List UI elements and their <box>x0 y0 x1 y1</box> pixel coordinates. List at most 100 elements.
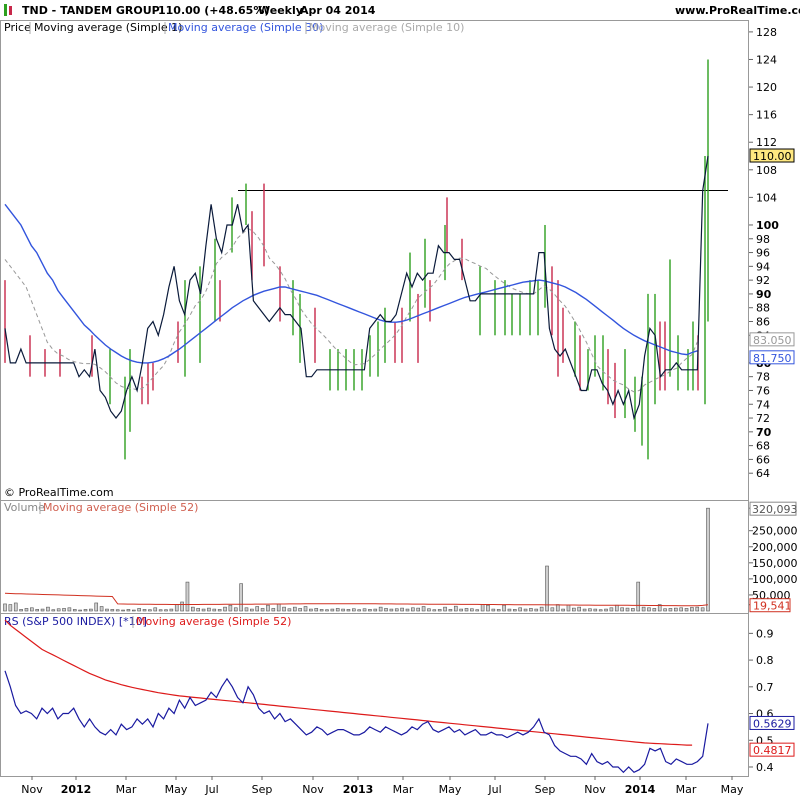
legend-volume: Volume <box>4 501 45 514</box>
volume-bar <box>292 606 297 612</box>
volume-bar <box>110 609 115 612</box>
volume-bar <box>486 604 490 612</box>
volume-bar <box>115 609 120 612</box>
volume-bar <box>400 607 404 612</box>
ma30-line <box>4 203 698 364</box>
volume-bar <box>13 602 18 612</box>
rs-tick-label: 0.9 <box>756 627 774 640</box>
volume-bar <box>480 604 485 612</box>
volume-bar <box>153 607 158 612</box>
rs-series <box>4 619 709 774</box>
copyright-label: © ProRealTime.com <box>4 486 114 499</box>
volume-bar <box>443 606 447 612</box>
x-tick-label: Mar <box>393 783 414 796</box>
price-tick-label: 98 <box>756 233 770 246</box>
price-tick-label: 128 <box>756 26 777 39</box>
volume-bar <box>335 608 340 612</box>
volume-bar <box>598 609 603 612</box>
volume-bar <box>51 609 56 612</box>
price-tick-label: 94 <box>756 260 770 273</box>
volume-bar <box>614 604 619 612</box>
price-panel-frame <box>0 20 749 501</box>
price-tick-label: 70 <box>756 426 772 439</box>
rs-tick-label: 0.4 <box>756 761 774 774</box>
last-rs-ma-tag: 0.4817 <box>753 744 792 757</box>
volume-tick-label: 19,541 <box>753 600 792 613</box>
volume-bar <box>325 609 329 612</box>
volume-bar <box>652 608 657 612</box>
volume-series <box>3 507 710 612</box>
last-price-tag-box <box>749 148 795 163</box>
volume-bar <box>588 608 592 612</box>
legend-ma1: Moving average (Simple 1) <box>34 21 182 34</box>
volume-bar <box>239 583 243 612</box>
volume-bar <box>625 607 630 612</box>
last-ma30-tag: 81.750 <box>753 352 792 365</box>
volume-bar <box>8 604 13 612</box>
price-legend: Price Moving average (Simple 1) Moving a… <box>4 21 464 34</box>
volume-bar <box>250 608 254 612</box>
price-tick-label: 86 <box>756 316 770 329</box>
volume-bar <box>362 608 367 612</box>
volume-bar <box>437 609 442 612</box>
volume-bar <box>56 608 61 612</box>
price-tick-label: 116 <box>756 109 777 122</box>
volume-ma-line <box>4 592 709 607</box>
legend-volume-ma: Moving average (Simple 52) <box>43 501 198 514</box>
volume-bar <box>609 607 614 612</box>
volume-bar <box>416 607 421 612</box>
last-ma10-tag-box <box>749 332 795 347</box>
volume-bar <box>233 607 238 612</box>
legend-ma10: Moving average (Simple 10) <box>309 21 464 34</box>
volume-bar <box>432 609 437 612</box>
volume-bar <box>593 608 598 612</box>
volume-bar <box>496 609 501 612</box>
volume-bar <box>663 608 667 612</box>
volume-bar <box>555 604 560 612</box>
last-ma10-tag: 83.050 <box>753 334 792 347</box>
last-volume-ma-box <box>749 598 791 613</box>
volume-bar <box>62 608 66 612</box>
x-tick-label: Jul <box>204 783 218 796</box>
volume-bar <box>228 604 233 612</box>
volume-bar <box>30 607 34 612</box>
price-tick-label: 64 <box>756 467 770 480</box>
volume-bar <box>539 606 544 612</box>
volume-bar <box>121 609 125 612</box>
price-tick-label: 90 <box>756 288 772 301</box>
volume-bar <box>631 608 635 612</box>
x-tick-label: 2013 <box>343 783 374 796</box>
x-tick-label: Jul <box>487 783 501 796</box>
volume-bar <box>566 604 571 612</box>
volume-bar <box>174 604 179 612</box>
price-tick-label: 108 <box>756 164 777 177</box>
volume-bar <box>244 607 249 612</box>
header: TND - TANDEM GROUP 110.00 (+48.65%) Week… <box>0 0 800 20</box>
last-ma30-tag-box <box>749 350 795 365</box>
volume-bar <box>647 607 651 612</box>
legend-price: Price <box>4 21 31 34</box>
volume-bar <box>674 607 678 612</box>
legend-rs-ma: Moving average (Simple 52) <box>136 615 291 628</box>
volume-bar <box>421 606 426 612</box>
rs-panel-frame <box>0 613 749 777</box>
volume-bar <box>513 609 517 612</box>
volume-bar <box>604 608 608 612</box>
volume-bar <box>529 608 533 612</box>
legend-rs: RS (S&P 500 INDEX) [*10] <box>4 615 147 628</box>
volume-bar <box>684 608 689 612</box>
last-rs-box <box>749 715 795 730</box>
rs-tick-label: 0.7 <box>756 681 774 694</box>
volume-bar <box>67 607 72 612</box>
rs-legend: RS (S&P 500 INDEX) [*10] Moving average … <box>4 615 291 628</box>
volume-bar <box>287 608 292 612</box>
volume-bar <box>507 608 512 612</box>
volume-tick-label: 100,000 <box>752 573 798 586</box>
volume-bar <box>394 608 399 612</box>
price-tick-label: 100 <box>756 219 779 232</box>
volume-bar <box>105 608 109 612</box>
volume-bar <box>523 608 528 612</box>
volume-bar <box>448 609 453 612</box>
volume-bar <box>657 604 662 612</box>
